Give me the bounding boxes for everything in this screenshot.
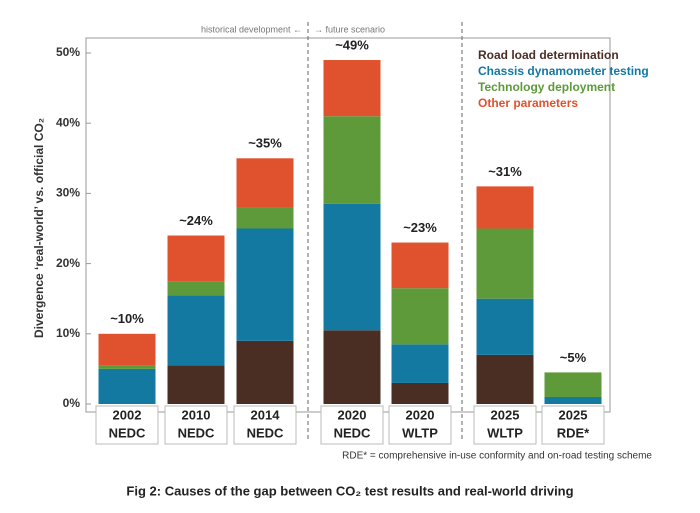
bar-segment: [544, 372, 602, 397]
category-box: [95, 405, 159, 445]
x-tick-label: RDE*: [557, 425, 590, 440]
bar-segment: [323, 203, 381, 331]
legend-entry: Technology deployment: [478, 80, 615, 94]
y-tick-label: 0%: [63, 396, 81, 410]
y-tick-label: 30%: [56, 186, 80, 200]
x-tick-label: NEDC: [178, 425, 215, 440]
annotation: → future scenario: [314, 24, 385, 34]
bar-segment: [167, 281, 225, 296]
x-tick-label: NEDC: [109, 425, 146, 440]
bar-segment: [323, 330, 381, 404]
legend-entry: Chassis dynamometer testing: [478, 64, 649, 78]
category-box: [233, 405, 297, 445]
total-label: ~35%: [248, 136, 282, 151]
bar-segment: [476, 228, 534, 299]
y-tick-label: 10%: [56, 326, 80, 340]
x-tick-label: WLTP: [487, 425, 523, 440]
category-box: [164, 405, 228, 445]
bar-segment: [476, 354, 534, 404]
y-tick-label: 20%: [56, 256, 80, 270]
bar-segment: [391, 242, 449, 289]
x-tick-label: NEDC: [334, 425, 371, 440]
bar-segment: [476, 186, 534, 229]
bar-segment: [323, 116, 381, 204]
x-tick-label: 2020: [406, 407, 435, 422]
bar-segment: [236, 158, 294, 208]
legend-entry: Other parameters: [478, 96, 578, 110]
bar-segment: [167, 235, 225, 282]
category-box: [388, 405, 452, 445]
bar-segment: [476, 298, 534, 355]
bar-segment: [98, 333, 156, 366]
bar-segment: [167, 365, 225, 404]
bar-segment: [167, 295, 225, 366]
bar-segment: [236, 207, 294, 229]
bar-segment: [236, 340, 294, 404]
total-label: ~10%: [110, 311, 144, 326]
bar-segment: [391, 288, 449, 345]
total-label: ~31%: [488, 164, 522, 179]
caption: Fig 2: Causes of the gap between CO₂ tes…: [126, 483, 573, 498]
footnote: RDE* = comprehensive in-use conformity a…: [342, 451, 652, 462]
x-tick-label: 2014: [251, 407, 281, 422]
y-axis-label: Divergence ‘real-world’ vs. official CO₂: [32, 118, 46, 338]
y-tick-label: 40%: [56, 115, 80, 129]
x-tick-label: NEDC: [247, 425, 284, 440]
x-tick-label: 2010: [182, 407, 211, 422]
legend-entry: Road load determination: [478, 48, 619, 62]
y-tick-label: 50%: [56, 45, 80, 59]
bar-segment: [391, 344, 449, 383]
annotation: historical development ←: [201, 24, 302, 34]
x-tick-label: 2025: [559, 407, 588, 422]
bar-segment: [236, 228, 294, 341]
x-tick-label: 2020: [338, 407, 367, 422]
category-box: [473, 405, 537, 445]
bar-segment: [323, 60, 381, 117]
bar-segment: [544, 396, 602, 404]
x-tick-label: WLTP: [402, 425, 438, 440]
x-tick-label: 2002: [113, 407, 142, 422]
category-box: [320, 405, 384, 445]
total-label: ~23%: [403, 220, 437, 235]
bar-segment: [98, 365, 156, 369]
total-label: ~24%: [179, 213, 213, 228]
x-tick-label: 2025: [491, 407, 520, 422]
total-label: ~5%: [560, 350, 587, 365]
category-box: [541, 405, 605, 445]
bar-segment: [98, 368, 156, 404]
bar-segment: [391, 382, 449, 404]
total-label: ~49%: [335, 37, 369, 52]
